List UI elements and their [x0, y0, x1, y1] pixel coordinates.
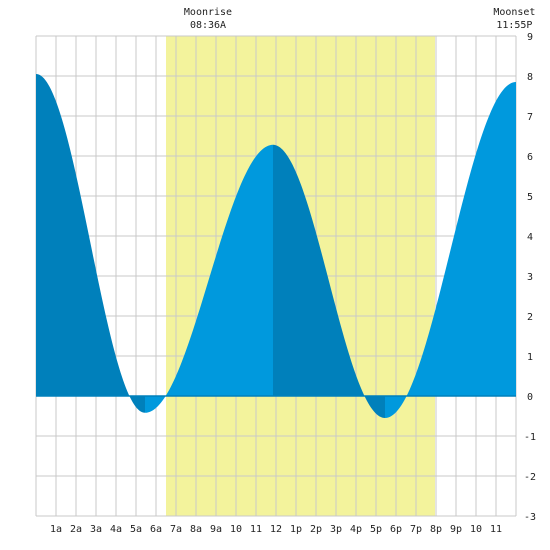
y-tick-label: 4 — [527, 232, 533, 243]
x-tick-label: 8a — [190, 524, 202, 535]
moon-event-time: 11:55P — [496, 20, 532, 31]
x-tick-label: 4p — [350, 524, 362, 535]
x-tick-labels: 1a 2a 3a 4a 5a 6a 7a 8a 9a 10 11 12 1p 2p 3p 4p 5p 6p 7p 8p… — [50, 524, 502, 535]
y-tick-label: 7 — [527, 112, 533, 123]
x-tick-label: 12 — [270, 524, 282, 535]
x-tick-label: 10 — [470, 524, 482, 535]
x-tick-label: 5p — [370, 524, 382, 535]
moon-events: Moonrise 08:36A Moonset 11:55P — [184, 7, 536, 31]
x-tick-label: 7p — [410, 524, 422, 535]
x-tick-label: 6p — [390, 524, 402, 535]
x-tick-label: 2a — [70, 524, 82, 535]
tide-area-falling — [273, 144, 385, 419]
y-tick-label: -1 — [524, 432, 536, 443]
x-tick-label: 3p — [330, 524, 342, 535]
y-tick-label: 1 — [527, 352, 533, 363]
y-tick-label: -3 — [524, 512, 536, 523]
x-tick-label: 9a — [210, 524, 222, 535]
x-tick-label: 7a — [170, 524, 182, 535]
x-tick-label: 1p — [290, 524, 302, 535]
x-tick-label: 10 — [230, 524, 242, 535]
y-tick-label: 0 — [527, 392, 533, 403]
x-tick-label: 5a — [130, 524, 142, 535]
x-tick-label: 4a — [110, 524, 122, 535]
y-tick-label: 8 — [527, 72, 533, 83]
y-tick-labels: -3 -2 -1 0 1 2 3 4 5 6 7 8 9 — [524, 32, 536, 523]
tide-area-falling — [36, 74, 145, 413]
x-tick-label: 3a — [90, 524, 102, 535]
tide-area-rising — [385, 82, 516, 418]
x-tick-label: 9p — [450, 524, 462, 535]
y-tick-label: -2 — [524, 472, 536, 483]
x-tick-label: 6a — [150, 524, 162, 535]
x-tick-label: 11 — [490, 524, 502, 535]
y-tick-label: 9 — [527, 32, 533, 43]
y-tick-label: 3 — [527, 272, 533, 283]
tide-area-layer — [36, 74, 516, 419]
moon-event-label: Moonrise — [184, 7, 232, 18]
x-tick-label: 2p — [310, 524, 322, 535]
moon-event-time: 08:36A — [190, 20, 226, 31]
y-tick-label: 2 — [527, 312, 533, 323]
x-tick-label: 8p — [430, 524, 442, 535]
x-tick-label: 1a — [50, 524, 62, 535]
y-tick-label: 6 — [527, 152, 533, 163]
x-tick-label: 11 — [250, 524, 262, 535]
tide-area-rising — [145, 144, 273, 413]
moon-event-label: Moonset — [493, 7, 535, 18]
y-tick-label: 5 — [527, 192, 533, 203]
